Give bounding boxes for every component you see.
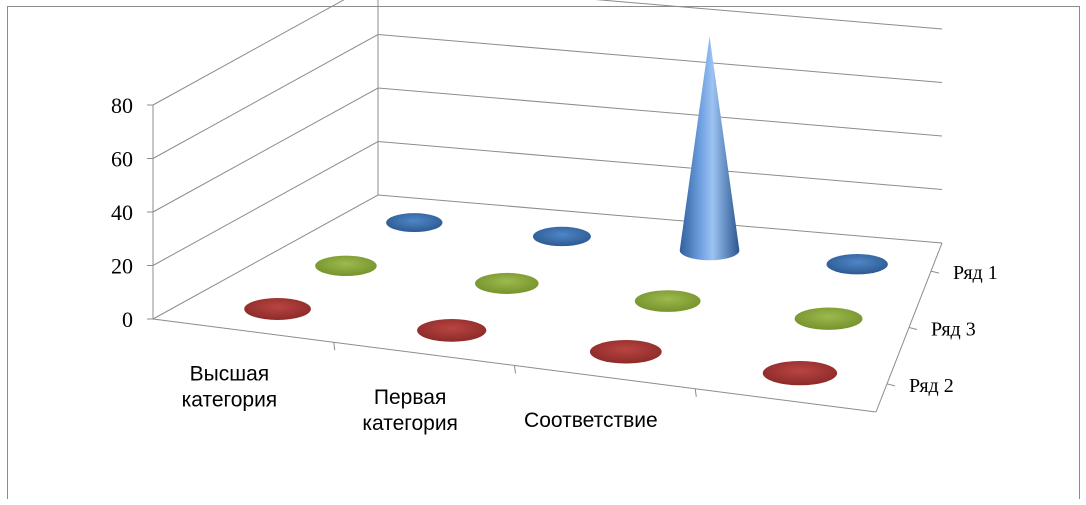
depth-tick xyxy=(908,327,918,330)
x-tick xyxy=(514,365,516,374)
cone-base-mark xyxy=(475,272,539,294)
gridlines xyxy=(152,0,943,320)
cone-base-mark xyxy=(634,290,701,312)
category-label: Соответствие xyxy=(524,409,658,432)
series-label: Ряд 3 xyxy=(931,319,976,341)
gridline xyxy=(152,33,943,159)
series-label: Ряд 1 xyxy=(953,262,998,284)
y-tick-label: 0 xyxy=(122,307,133,332)
x-tick xyxy=(694,388,697,397)
y-tick-label: 20 xyxy=(111,254,133,279)
cone-mark xyxy=(679,36,740,261)
cone-base-mark xyxy=(244,298,311,321)
gridline xyxy=(152,140,943,266)
series-label: Ряд 2 xyxy=(909,375,954,397)
cone-base-mark xyxy=(386,213,443,233)
gridline xyxy=(152,87,943,213)
gridline xyxy=(152,0,943,106)
cone-base-mark xyxy=(762,360,838,386)
depth-tick xyxy=(930,270,940,274)
labels: 0 20 40 60 80 Высшая категория Первая категория С… xyxy=(111,93,998,435)
cone-base-mark xyxy=(826,254,888,275)
chart-frame xyxy=(7,6,1080,499)
data-marks xyxy=(244,36,888,386)
cone-base-mark xyxy=(417,319,487,342)
cone-base-mark xyxy=(315,255,377,277)
category-label: Первая категория xyxy=(362,386,458,435)
cone-base-mark xyxy=(532,226,591,247)
y-tick-label: 80 xyxy=(111,93,133,118)
y-tick-label: 40 xyxy=(111,200,133,225)
depth-tick xyxy=(886,383,896,387)
axes xyxy=(147,104,943,413)
x-tick xyxy=(333,342,336,351)
cone-base-mark xyxy=(794,307,863,330)
y-tick-label: 60 xyxy=(111,147,133,172)
cone-base-mark xyxy=(589,339,662,364)
category-label: Высшая категория xyxy=(182,363,278,412)
